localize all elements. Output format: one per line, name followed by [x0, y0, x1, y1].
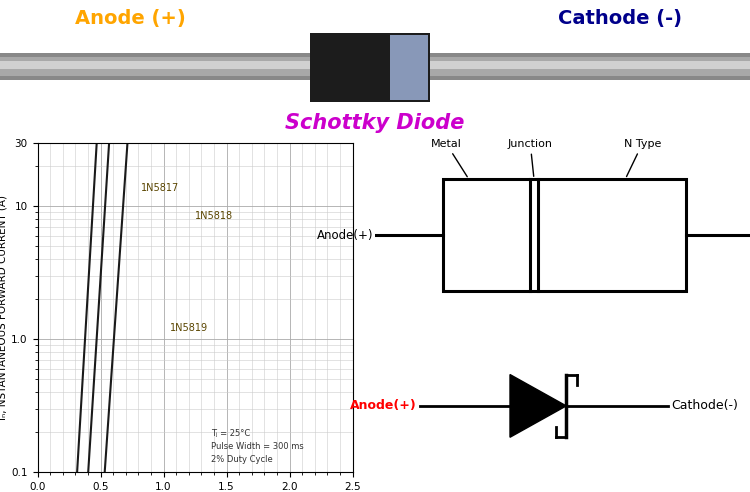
Bar [430, 53, 750, 80]
Bar [430, 62, 750, 69]
Bar [430, 76, 750, 80]
Text: Junction: Junction [508, 139, 553, 176]
Text: 1N5817: 1N5817 [141, 183, 179, 193]
Bar [442, 179, 686, 291]
Bar [430, 53, 750, 57]
Polygon shape [510, 374, 566, 437]
Text: N Type: N Type [624, 139, 661, 177]
Bar [390, 35, 428, 100]
Bar [0, 53, 310, 57]
Text: Schottky Diode: Schottky Diode [285, 113, 465, 133]
Text: Anode(+): Anode(+) [350, 400, 416, 412]
Text: Cathode(-): Cathode(-) [671, 400, 738, 412]
Text: 1N5818: 1N5818 [195, 211, 233, 221]
Text: Anode(+): Anode(+) [316, 229, 374, 242]
Text: Tⱼ = 25°C
Pulse Width = 300 ms
2% Duty Cycle: Tⱼ = 25°C Pulse Width = 300 ms 2% Duty C… [211, 429, 304, 464]
Text: Anode (+): Anode (+) [74, 9, 185, 28]
Bar [0, 62, 310, 69]
Text: Cathode (-): Cathode (-) [558, 9, 682, 28]
Bar [0, 53, 310, 80]
Text: Metal: Metal [430, 139, 467, 177]
Text: 1N5819: 1N5819 [170, 323, 208, 333]
Bar [0, 76, 310, 80]
Bar [310, 32, 430, 102]
Y-axis label: Iₙ, NSTANTANEOUS FORWARD CURRENT (A): Iₙ, NSTANTANEOUS FORWARD CURRENT (A) [0, 195, 7, 420]
